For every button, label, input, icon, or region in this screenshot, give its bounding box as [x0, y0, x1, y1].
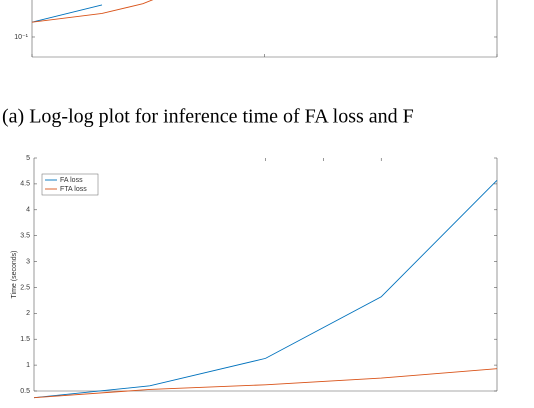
caption: (a) Log-log plot for inference time of F…	[2, 106, 414, 128]
series-line	[33, 179, 498, 399]
legend-label: FA loss	[60, 177, 83, 184]
legend-label: FTA loss	[60, 186, 87, 193]
y-tick-label: 10⁻¹	[14, 34, 28, 41]
series-line	[31, 0, 154, 23]
y-axis-label: Time (seconds)	[11, 251, 18, 299]
y-tick-label: 1	[26, 362, 30, 369]
chart: 0.5 1 1.5 2 2.5 3 3.5 4 4.5 5 Time (seconds) FA los…	[11, 155, 498, 399]
legend-box	[41, 173, 99, 196]
y-tick-label: 3	[26, 258, 30, 265]
y-tick-label: 0.5	[20, 388, 30, 395]
series-line	[32, 0, 172, 22]
y-tick-label: 2.5	[20, 284, 30, 291]
series-line	[33, 368, 498, 399]
chart: 10⁻¹ 10¹ 10² 10³ H	[14, 0, 503, 77]
x-tick-label: 10¹	[27, 61, 38, 68]
y-tick-label: 2	[26, 310, 30, 317]
y-tick-label: 3.5	[20, 233, 30, 240]
y-tick-label: 1.5	[20, 336, 30, 343]
y-tick-label: 5	[26, 155, 30, 162]
x-axis-label: H	[262, 70, 267, 77]
x-tick-label: 10³	[492, 61, 503, 68]
x-tick-label: 10²	[259, 61, 270, 68]
y-tick-label: 4.5	[20, 181, 30, 188]
y-tick-label: 4	[26, 207, 30, 214]
